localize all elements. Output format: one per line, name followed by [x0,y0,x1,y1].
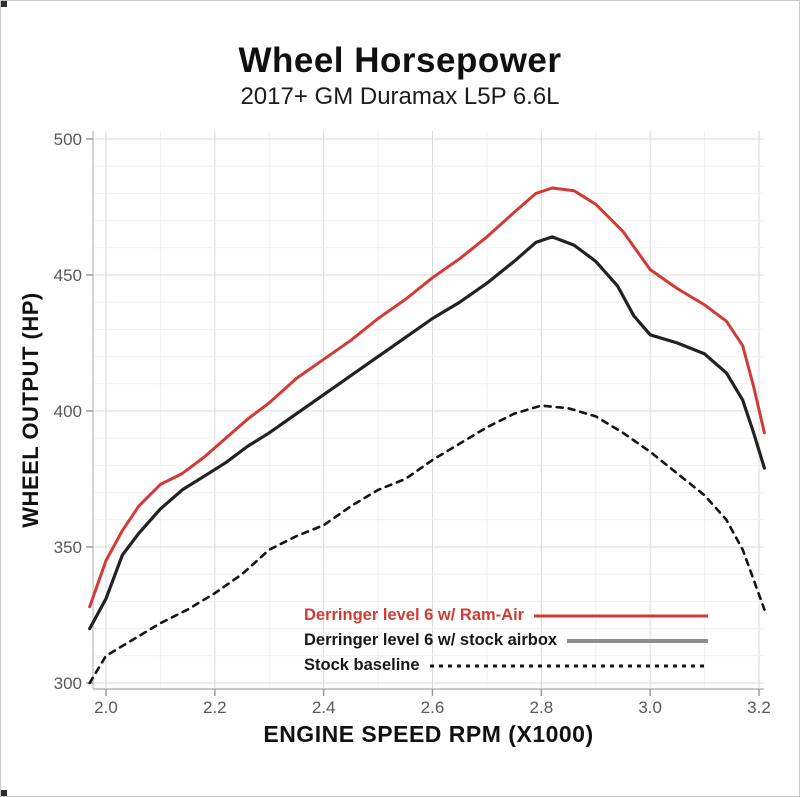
curve-derringer-stock-airbox [88,235,766,631]
curve-derringer-ramair [88,186,766,609]
legend-row-ramair: Derringer level 6 w/ Ram-Air [304,603,708,628]
y-tick-label: 500 [54,130,82,149]
y-axis-title: WHEEL OUTPUT (HP) [18,292,43,528]
x-tick-label: 2.0 [94,698,118,717]
legend-row-stock-baseline: Stock baseline [304,653,708,678]
legend-label-stock-airbox: Derringer level 6 w/ stock airbox [304,631,558,649]
x-tick-label: 3.2 [747,698,771,717]
y-tick-label: 350 [54,538,82,557]
legend-row-stock-airbox: Derringer level 6 w/ stock airbox [304,628,708,653]
x-tick-label: 3.0 [638,698,662,717]
y-tick-label: 450 [54,266,82,285]
y-tick-label: 300 [54,674,82,693]
x-tick-label: 2.6 [421,698,445,717]
legend: Derringer level 6 w/ Ram-Air Derringer l… [304,603,708,678]
legend-label-ramair: Derringer level 6 w/ Ram-Air [304,606,525,624]
x-tick-label: 2.4 [312,698,336,717]
chart-title: Wheel Horsepower [238,41,562,80]
x-tick-label: 2.2 [203,698,227,717]
curve-stock-baseline [88,404,766,685]
chart-subtitle: 2017+ GM Duramax L5P 6.6L [240,83,560,110]
legend-label-stock-baseline: Stock baseline [304,656,420,674]
y-tick-label: 400 [54,402,82,421]
x-tick-label: 2.8 [530,698,554,717]
legend-line-stock-airbox-sample [567,638,708,643]
legend-line-ramair-sample [534,614,708,618]
x-axis-title: ENGINE SPEED RPM (X1000) [263,721,594,747]
legend-line-stock-baseline-sample [429,664,708,668]
image-corner-mark-top-left [1,1,7,7]
image-corner-mark-bottom-left [1,790,7,796]
